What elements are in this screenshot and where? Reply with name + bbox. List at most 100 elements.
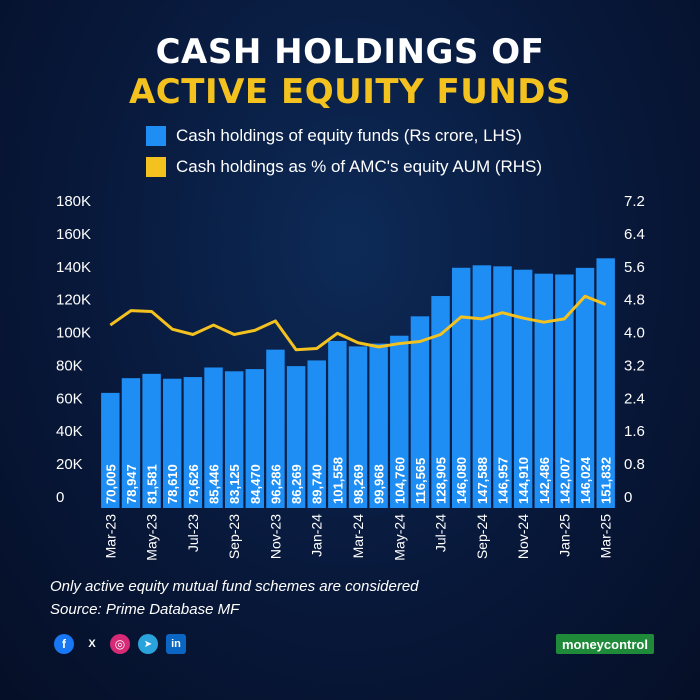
- x-tick-label: May-23: [144, 514, 160, 561]
- bar: [555, 274, 574, 508]
- bar: [493, 266, 512, 508]
- bar-value-label: 142,486: [537, 457, 552, 504]
- x-tick-label: Jan-24: [309, 514, 325, 557]
- bar-value-label: 84,470: [248, 464, 263, 504]
- brand-logo: moneycontrol: [556, 634, 654, 654]
- bar: [451, 267, 471, 508]
- bar: [286, 366, 306, 508]
- bar-value-label: 89,740: [310, 464, 325, 504]
- y-right-tick-label: 2.4: [624, 390, 645, 407]
- bar-value-label: 83,125: [227, 464, 242, 504]
- bar-value-label: 116,565: [413, 458, 428, 504]
- x-tick-label: Jan-25: [556, 514, 572, 557]
- bar: [245, 369, 265, 508]
- y-right-tick-label: 5.6: [624, 259, 645, 276]
- x-tick-label: Sep-24: [474, 514, 490, 559]
- bar-value-label: 128,905: [434, 457, 449, 504]
- x-tick-label: Jul-24: [433, 514, 449, 552]
- bar-value-label: 144,910: [516, 457, 531, 504]
- bar: [101, 392, 120, 508]
- y-right-tick-label: 7.2: [624, 193, 645, 210]
- bar-value-label: 78,610: [165, 464, 180, 504]
- bar-value-label: 146,024: [578, 456, 593, 504]
- bar-value-label: 96,286: [268, 464, 283, 504]
- x-tick-label: Nov-23: [267, 514, 283, 559]
- bar: [348, 346, 368, 508]
- bar-value-label: 70,005: [103, 464, 118, 504]
- chart-title-line-1: CASH HOLDINGS OF: [155, 32, 545, 72]
- bar-value-label: 85,446: [207, 464, 222, 504]
- y-right-tick-label: 0.8: [624, 456, 645, 473]
- source-note: Source: Prime Database MF: [50, 601, 240, 618]
- y-left-tick-label: 0: [56, 489, 64, 506]
- y-left-tick-label: 80K: [56, 357, 83, 374]
- y-left-tick-label: 100K: [56, 325, 91, 342]
- bar: [163, 378, 182, 508]
- bar-value-label: 146,080: [454, 457, 469, 504]
- bar: [410, 316, 430, 508]
- line-series: [109, 294, 607, 352]
- bar-value-label: 78,947: [124, 464, 139, 504]
- legend-label-line: Cash holdings as % of AMC's equity AUM (…: [176, 157, 543, 176]
- bar-value-label: 81,581: [145, 464, 160, 504]
- y-right-tick-label: 1.6: [624, 423, 645, 440]
- bar-value-label: 147,588: [475, 457, 490, 504]
- bar-value-label: 79,626: [186, 464, 201, 504]
- y-right-tick-label: 6.4: [624, 226, 645, 243]
- y-left-tick-label: 160K: [56, 226, 91, 243]
- bar-value-label: 104,760: [392, 457, 407, 504]
- bar-value-label: 146,957: [495, 457, 510, 504]
- bar: [472, 265, 492, 508]
- y-right-tick-label: 4.8: [624, 292, 645, 309]
- y-left-tick-label: 20K: [56, 456, 83, 473]
- y-right-tick-label: 3.2: [624, 357, 645, 374]
- bar: [307, 360, 326, 508]
- bar: [142, 373, 161, 508]
- y-left-tick-label: 40K: [56, 423, 83, 440]
- bar-value-label: 86,269: [289, 464, 304, 504]
- bar: [204, 367, 223, 508]
- bar: [183, 377, 203, 508]
- bar-value-label: 98,269: [351, 464, 366, 504]
- x-tick-label: Nov-24: [515, 514, 531, 559]
- footnote: Only active equity mutual fund schemes a…: [50, 578, 419, 595]
- telegram-icon[interactable]: ➤: [138, 634, 158, 654]
- x-tick-label: Mar-25: [598, 514, 614, 559]
- chart-title-line-2: ACTIVE EQUITY FUNDS: [128, 72, 572, 112]
- bar: [596, 258, 615, 508]
- y-left-tick-label: 120K: [56, 292, 91, 309]
- y-right-tick-label: 4.0: [624, 325, 645, 342]
- x-tick-label: Mar-24: [350, 514, 366, 559]
- x-tick-label: Sep-23: [226, 514, 242, 559]
- y-left-tick-label: 180K: [56, 193, 91, 210]
- bar: [431, 296, 450, 508]
- x-tick-label: Mar-23: [102, 514, 118, 559]
- legend-swatch-line: [146, 157, 166, 177]
- instagram-icon[interactable]: ◎: [110, 634, 130, 654]
- y-right-tick-label: 0: [624, 489, 632, 506]
- legend-label-bars: Cash holdings of equity funds (Rs crore,…: [176, 126, 522, 145]
- bar: [513, 269, 533, 508]
- facebook-icon[interactable]: f: [54, 634, 74, 654]
- x-tick-label: May-24: [391, 514, 407, 561]
- bar-value-label: 151,832: [599, 457, 614, 504]
- bar: [534, 273, 553, 508]
- linkedin-icon[interactable]: in: [166, 634, 186, 654]
- bar: [390, 335, 409, 508]
- x-tick-label: Jul-23: [185, 514, 201, 552]
- bar-value-label: 142,007: [557, 457, 572, 504]
- bar-value-label: 101,558: [330, 457, 345, 504]
- y-left-tick-label: 60K: [56, 390, 83, 407]
- legend-item-bars: Cash holdings of equity funds (Rs crore,…: [146, 126, 522, 146]
- bar: [575, 267, 595, 508]
- x-icon[interactable]: X: [88, 638, 96, 650]
- bar: [369, 343, 388, 508]
- bar-value-label: 99,968: [372, 464, 387, 504]
- bar: [121, 378, 141, 508]
- bar: [224, 371, 244, 508]
- bar: [266, 349, 285, 508]
- y-left-tick-label: 140K: [56, 259, 91, 276]
- legend-item-line: Cash holdings as % of AMC's equity AUM (…: [146, 157, 542, 177]
- legend-swatch-bars: [146, 126, 166, 146]
